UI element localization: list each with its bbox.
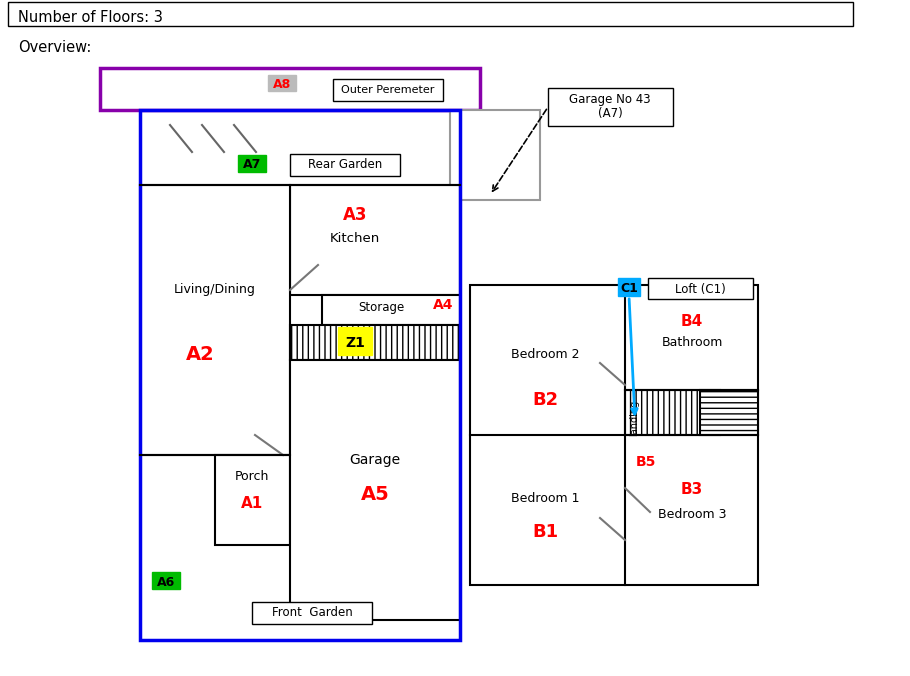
Bar xyxy=(290,185,460,295)
Bar xyxy=(268,75,296,91)
Text: Front  Garden: Front Garden xyxy=(271,606,352,619)
Text: A6: A6 xyxy=(157,575,175,589)
Text: Garage: Garage xyxy=(349,453,400,467)
Bar xyxy=(700,390,758,435)
Text: A1: A1 xyxy=(241,496,263,510)
Text: Storage: Storage xyxy=(358,301,404,314)
Bar xyxy=(238,155,266,172)
Bar xyxy=(290,154,400,176)
Text: B3: B3 xyxy=(681,483,703,498)
Text: Bedroom 3: Bedroom 3 xyxy=(658,508,726,521)
Bar xyxy=(648,278,753,299)
Text: Z1: Z1 xyxy=(345,336,365,350)
Bar xyxy=(333,79,443,101)
Text: A7: A7 xyxy=(243,158,261,172)
Text: Porch: Porch xyxy=(235,470,269,483)
Bar xyxy=(152,572,180,589)
Bar xyxy=(100,68,480,110)
Text: Loft (C1): Loft (C1) xyxy=(674,283,725,295)
Bar xyxy=(8,2,853,26)
Text: B4: B4 xyxy=(681,314,703,329)
Bar xyxy=(322,295,460,325)
Text: Garage No 43: Garage No 43 xyxy=(569,93,651,107)
Bar xyxy=(450,110,540,200)
Bar xyxy=(470,285,758,585)
Text: A4: A4 xyxy=(433,298,453,312)
Text: Overview:: Overview: xyxy=(18,39,91,55)
Text: Bathroom: Bathroom xyxy=(662,337,723,349)
Bar xyxy=(252,602,372,624)
Text: A5: A5 xyxy=(360,485,389,504)
Text: Kitchen: Kitchen xyxy=(329,231,380,245)
Text: Bedroom 1: Bedroom 1 xyxy=(511,491,580,504)
Bar xyxy=(290,360,460,620)
Text: C1: C1 xyxy=(620,283,638,295)
Text: Number of Floors: 3: Number of Floors: 3 xyxy=(18,9,163,24)
Bar xyxy=(215,455,290,545)
Bar xyxy=(548,88,673,126)
Text: B2: B2 xyxy=(532,391,558,409)
Text: Bedroom 2: Bedroom 2 xyxy=(511,349,580,362)
Bar xyxy=(625,390,720,435)
Text: Outer Peremeter: Outer Peremeter xyxy=(341,85,435,95)
Text: A8: A8 xyxy=(273,78,291,91)
Text: A3: A3 xyxy=(343,206,368,224)
Text: Rear Garden: Rear Garden xyxy=(308,158,382,172)
Bar xyxy=(290,325,460,360)
Bar xyxy=(618,278,640,296)
Text: B5: B5 xyxy=(636,455,656,469)
Bar xyxy=(140,185,290,455)
Bar xyxy=(140,110,460,640)
Bar xyxy=(338,327,372,355)
Text: A2: A2 xyxy=(186,345,215,364)
Text: (A7): (A7) xyxy=(598,107,622,120)
Text: Living/Dining: Living/Dining xyxy=(174,283,256,297)
Text: B1: B1 xyxy=(532,523,558,541)
Text: landing: landing xyxy=(629,400,639,436)
